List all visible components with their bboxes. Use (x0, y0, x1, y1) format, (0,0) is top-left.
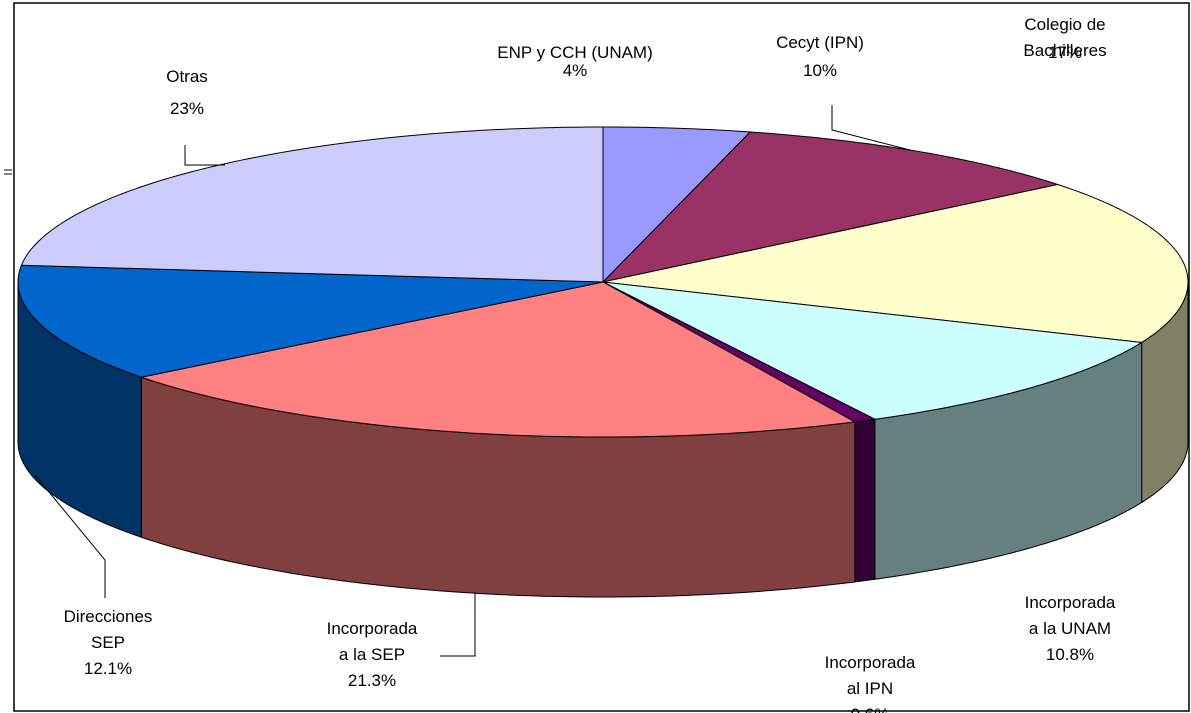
leader-line (831, 105, 911, 151)
data-label: Colegio de Bachilleres (1023, 15, 1107, 60)
data-label: 10.8% (1045, 645, 1095, 664)
data-label: Incorporada a la SEP (326, 619, 418, 664)
data-label: 23% (169, 99, 205, 118)
slice (139, 281, 857, 438)
data-label: 10% (802, 61, 838, 80)
slice-side (854, 418, 876, 583)
data-label: 21.3% (347, 671, 397, 690)
frame (13, 2, 1190, 712)
leader-line (440, 592, 476, 657)
data-label: Otras (166, 67, 208, 86)
slice (602, 183, 1189, 343)
leader-line (184, 145, 225, 166)
slice (602, 281, 1144, 420)
data-label: 0.6% (851, 702, 890, 713)
data-label: 4% (562, 61, 588, 80)
slice (17, 264, 604, 378)
data-label: Incorporada a la UNAM (1024, 593, 1116, 638)
slice (601, 131, 1060, 283)
data-label: Incorporada al IPN (824, 653, 916, 698)
slice (602, 126, 752, 284)
data-label: Cecyt (IPN) (776, 33, 864, 52)
data-label: 12.1% (83, 659, 133, 678)
data-label: 17% (1047, 43, 1083, 62)
data-label: Direcciones SEP (63, 607, 153, 652)
data-label: ENP y CCH (UNAM) (497, 43, 653, 62)
leader-line (34, 474, 106, 598)
slice (20, 126, 604, 283)
